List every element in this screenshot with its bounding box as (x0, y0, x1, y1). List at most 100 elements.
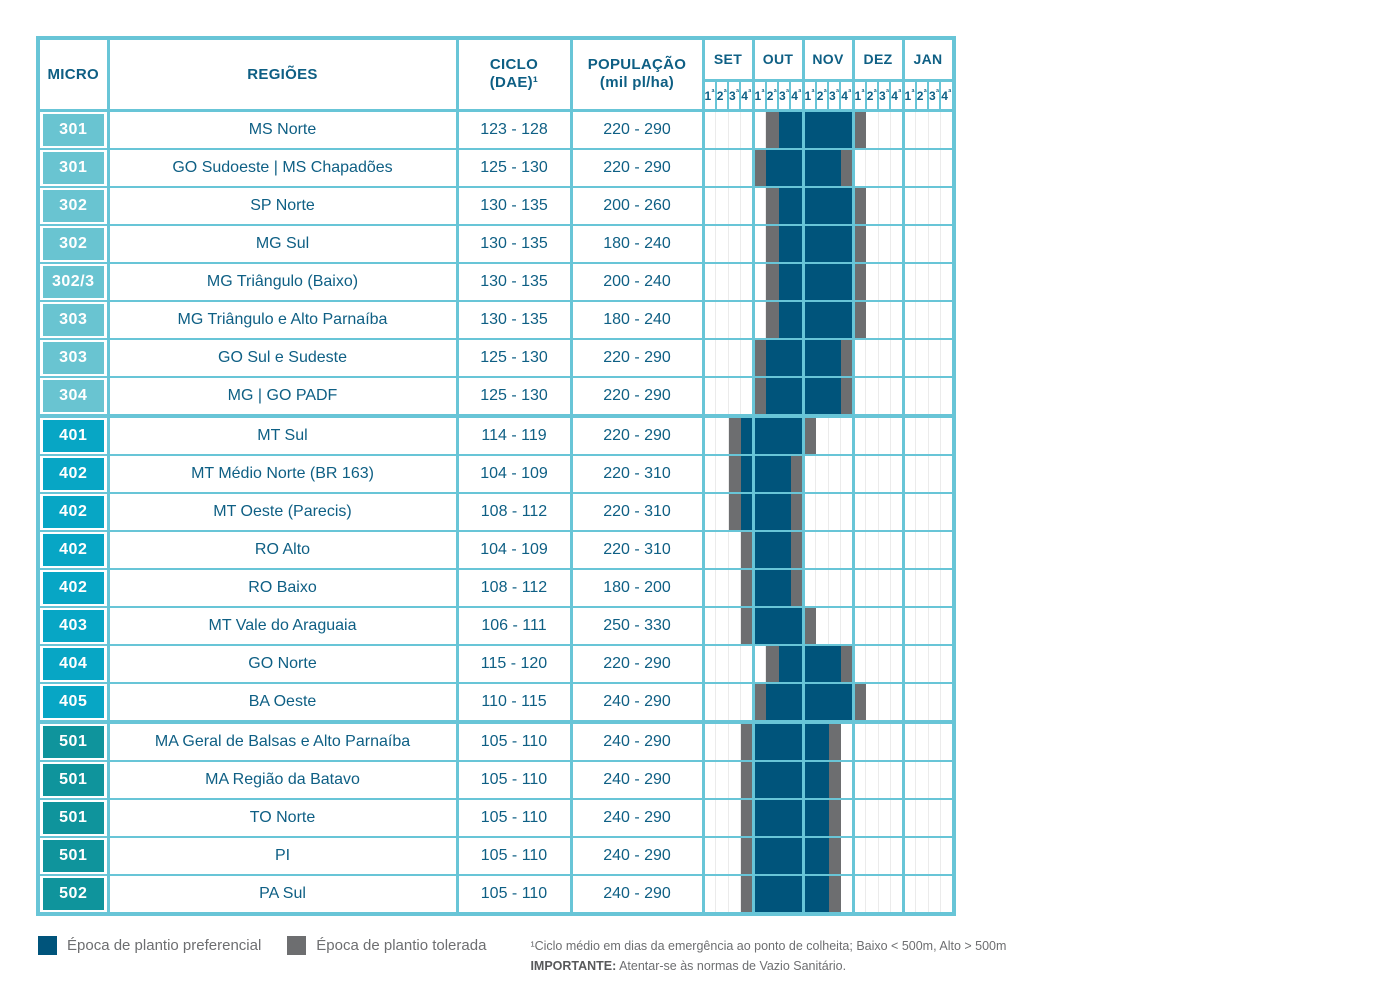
week-cell (865, 414, 879, 456)
week-cell (827, 529, 841, 570)
week-cell (851, 797, 867, 838)
week-cell (801, 185, 817, 226)
micro-badge: 402 (43, 571, 104, 604)
micro-badge: 404 (43, 647, 104, 680)
week-cell (815, 337, 829, 378)
table-row: 303 MG Triângulo e Alto Parnaíba 130 - 135… (36, 299, 955, 340)
week-cell (901, 414, 917, 456)
legend-item-tolerada: Época de plantio tolerada (287, 936, 486, 955)
week-cell (865, 453, 879, 494)
week-cell (877, 529, 891, 570)
week-cell (915, 185, 929, 226)
week-cell (877, 681, 891, 724)
legend-label-tolerada: Época de plantio tolerada (316, 937, 487, 954)
week-cell (815, 453, 829, 494)
week-cell (851, 567, 867, 608)
week-cell (715, 681, 729, 724)
month-header-set: SET (701, 36, 755, 82)
week-cell (889, 261, 904, 302)
micro-badge: 403 (43, 609, 104, 642)
table-row: 301 GO Sudoeste | MS Chapadões 125 - 130 22… (36, 147, 955, 188)
week-header: 3ª (776, 79, 792, 112)
micro-cell: 402 (36, 567, 110, 608)
week-cell (801, 414, 817, 456)
col-header-micro: MICRO (36, 36, 110, 112)
week-cell (915, 453, 929, 494)
week-cell (889, 759, 904, 800)
week-cell (851, 261, 867, 302)
week-cell (839, 375, 854, 418)
week-cell (777, 337, 791, 378)
populacao-cell: 240 - 290 (569, 681, 705, 724)
week-cell (839, 681, 854, 724)
week-cell (901, 299, 917, 340)
week-cell (827, 261, 841, 302)
week-cell (877, 797, 891, 838)
week-cell (927, 375, 941, 418)
week-cell (839, 567, 854, 608)
table-row: 304 MG | GO PADF 125 - 130 220 - 290 (36, 375, 955, 418)
week-cell (801, 797, 817, 838)
region-cell: PA Sul (106, 873, 459, 915)
table-row: 302/3 MG Triângulo (Baixo) 130 - 135 200 - … (36, 261, 955, 302)
week-cell (789, 605, 804, 646)
week-cell (789, 109, 804, 150)
week-cell (827, 567, 841, 608)
week-cell (889, 147, 904, 188)
week-cell (751, 223, 767, 264)
week-cell (889, 835, 904, 876)
micro-badge: 303 (43, 341, 104, 374)
week-cell (901, 873, 917, 915)
week-cell (901, 835, 917, 876)
week-cell (901, 223, 917, 264)
week-cell (927, 759, 941, 800)
micro-cell: 501 (36, 720, 110, 762)
week-cell (789, 759, 804, 800)
week-cell (777, 835, 791, 876)
week-cell (751, 375, 767, 418)
week-cell (851, 873, 867, 915)
table-row: 402 MT Médio Norte (BR 163) 104 - 109 220 -… (36, 453, 955, 494)
region-cell: TO Norte (106, 797, 459, 838)
week-header: 3ª (926, 79, 942, 112)
micro-badge: 402 (43, 457, 104, 490)
week-cell (877, 109, 891, 150)
micro-badge: 401 (43, 419, 104, 452)
week-cell (827, 797, 841, 838)
week-header: 4ª (939, 79, 955, 112)
week-cell (715, 643, 729, 684)
populacao-cell: 240 - 290 (569, 873, 705, 915)
week-cell (739, 567, 754, 608)
ciclo-cell: 125 - 130 (455, 147, 573, 188)
ciclo-cell: 114 - 119 (455, 414, 573, 456)
week-cell (889, 185, 904, 226)
week-cell (939, 605, 955, 646)
week-cell (815, 147, 829, 188)
week-cell (701, 797, 717, 838)
week-cell (739, 375, 754, 418)
week-cell (901, 109, 917, 150)
week-cell (777, 529, 791, 570)
region-cell: MT Médio Norte (BR 163) (106, 453, 459, 494)
region-cell: MG Sul (106, 223, 459, 264)
week-cell (927, 185, 941, 226)
week-cell (827, 835, 841, 876)
micro-badge: 304 (43, 379, 104, 412)
week-cell (827, 299, 841, 340)
week-cell (827, 643, 841, 684)
week-cell (815, 759, 829, 800)
populacao-cell: 220 - 290 (569, 643, 705, 684)
week-cell (765, 453, 779, 494)
week-cell (851, 453, 867, 494)
micro-badge: 301 (43, 113, 104, 146)
week-cell (789, 529, 804, 570)
table-row: 402 RO Alto 104 - 109 220 - 310 (36, 529, 955, 570)
week-cell (865, 681, 879, 724)
week-cell (939, 491, 955, 532)
week-cell (777, 491, 791, 532)
week-cell (827, 681, 841, 724)
week-cell (827, 873, 841, 915)
week-cell (715, 375, 729, 418)
micro-cell: 402 (36, 453, 110, 494)
week-cell (701, 491, 717, 532)
